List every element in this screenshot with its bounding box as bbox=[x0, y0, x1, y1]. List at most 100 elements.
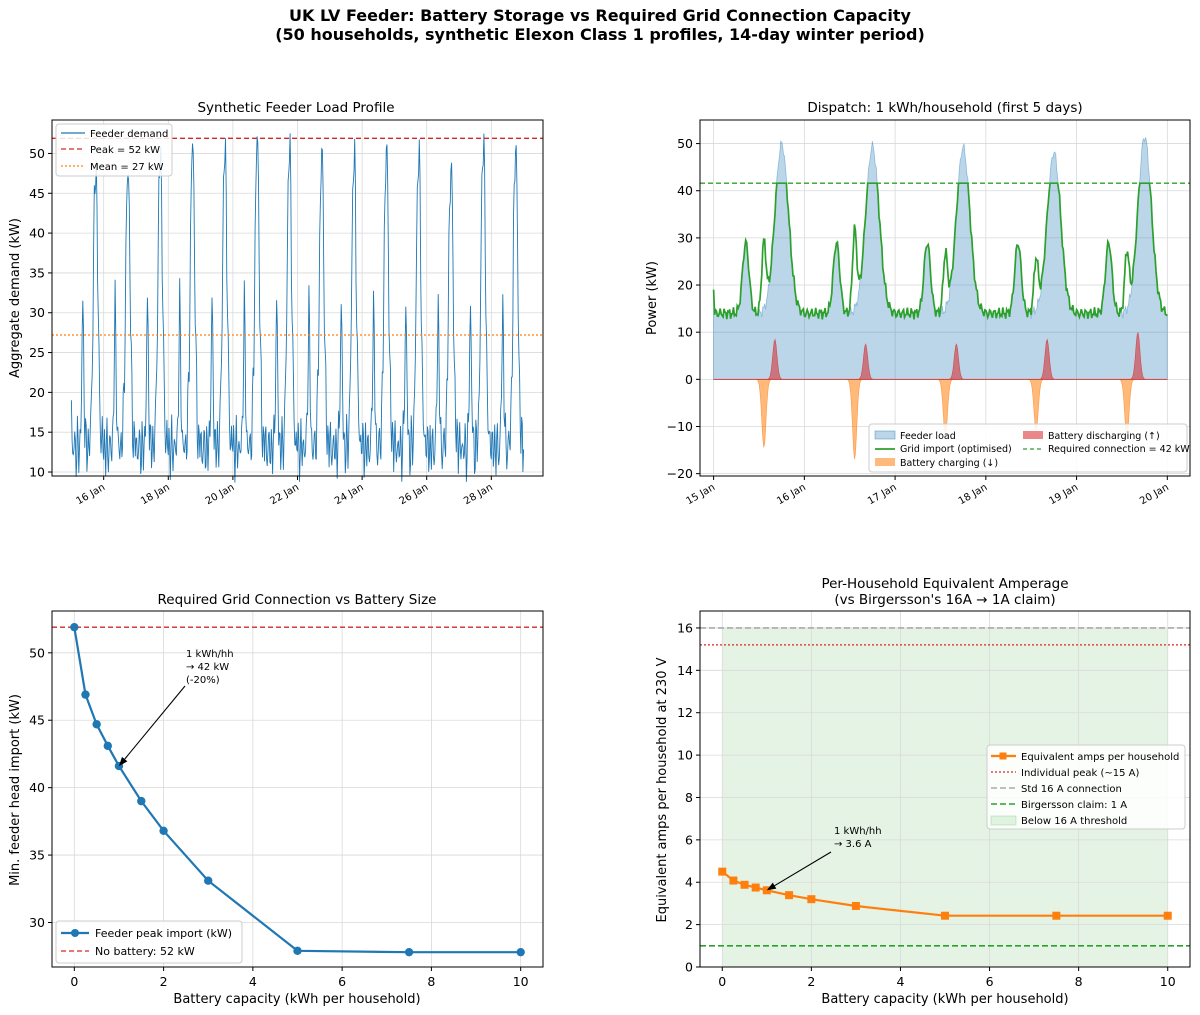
y-tick-label: 20 bbox=[29, 385, 45, 400]
legend-feeder-peak-import: Feeder peak import (kW) bbox=[95, 927, 232, 940]
y-tick-label: 40 bbox=[29, 226, 45, 241]
x-tick-label: 18 Jan bbox=[957, 482, 990, 507]
annotation-arrowhead bbox=[118, 756, 128, 767]
panel-2-x-ticks: 15 Jan 16 Jan 17 Jan 18 Jan 19 Jan 20 Jan bbox=[684, 476, 1171, 507]
series-feeder-peak-import-markers bbox=[70, 622, 525, 957]
y-tick-label: 10 bbox=[677, 748, 693, 763]
panel-3-grid bbox=[52, 611, 543, 967]
y-tick-label: 30 bbox=[29, 305, 45, 320]
panel-3-legend: Feeder peak import (kW) No battery: 52 k… bbox=[55, 920, 243, 964]
y-tick-label: 20 bbox=[677, 278, 693, 293]
series-feeder-load-area bbox=[713, 137, 1168, 380]
y-tick-label: 16 bbox=[677, 620, 693, 635]
x-tick-label: 16 Jan bbox=[775, 482, 808, 507]
y-tick-label: 12 bbox=[677, 705, 693, 720]
y-tick-label: 45 bbox=[29, 186, 45, 201]
x-tick-label: 20 Jan bbox=[1138, 482, 1171, 507]
data-point-feeder-peak-import bbox=[516, 947, 525, 957]
panel-3-annotation: 1 kWh/hh → 42 kW (-20%) bbox=[118, 649, 234, 767]
annotation-arrow bbox=[774, 851, 832, 887]
x-tick-label: 15 Jan bbox=[684, 482, 717, 507]
x-tick-label: 10 bbox=[513, 974, 529, 989]
series-equivalent-amps-markers bbox=[718, 867, 1172, 920]
panel-4-y-label: Equivalent amps per household at 230 V bbox=[655, 657, 670, 922]
data-point-feeder-peak-import bbox=[159, 826, 168, 836]
data-point-equivalent-amps bbox=[807, 895, 816, 904]
y-tick-label: 4 bbox=[685, 875, 693, 890]
panel-1-axes-frame bbox=[51, 119, 544, 477]
panel-amps-per-household: Per-Household Equivalent Amperage (vs Bi… bbox=[655, 576, 1191, 1007]
panel-load-profile: Synthetic Feeder Load Profile 10 15 20 25 30… bbox=[8, 100, 544, 507]
panel-2-y-ticks: −20 −10 0 10 20 30 40 50 bbox=[667, 136, 700, 481]
panel-4-y-ticks: 0 2 4 6 8 10 12 14 16 bbox=[677, 620, 700, 975]
panel-1-legend: Feeder demand Peak = 52 kW Mean = 27 kW bbox=[55, 123, 173, 177]
figure-title-line-1: UK LV Feeder: Battery Storage vs Require… bbox=[289, 6, 911, 25]
panel-4-x-label: Battery capacity (kWh per household) bbox=[821, 992, 1068, 1007]
panel-4-legend: Equivalent amps per household Individual… bbox=[986, 744, 1186, 830]
panel-1-y-ticks: 10 15 20 25 30 35 40 45 50 bbox=[29, 146, 52, 480]
data-point-feeder-peak-import bbox=[404, 947, 414, 957]
figure-title: UK LV Feeder: Battery Storage vs Require… bbox=[0, 6, 1200, 44]
y-tick-label: 35 bbox=[29, 848, 45, 863]
panel-4-annotation: 1 kWh/hh → 3.6 A bbox=[766, 826, 882, 891]
annotation-line-2: → 3.6 A bbox=[834, 839, 872, 850]
x-tick-label: 24 Jan bbox=[333, 482, 366, 507]
panel-3-title: Required Grid Connection vs Battery Size bbox=[158, 592, 437, 608]
y-tick-label: 10 bbox=[29, 465, 45, 480]
panel-3-x-ticks: 0 2 4 6 8 10 bbox=[70, 967, 529, 989]
panel-2-y-label: Power (kW) bbox=[645, 261, 660, 335]
y-tick-label: 40 bbox=[29, 780, 45, 795]
panel-dispatch: Dispatch: 1 kWh/household (first 5 days)… bbox=[645, 100, 1191, 507]
legend-feeder-load: Feeder load bbox=[900, 431, 956, 442]
panel-2-title: Dispatch: 1 kWh/household (first 5 days) bbox=[807, 100, 1082, 116]
y-tick-label: 8 bbox=[685, 790, 693, 805]
data-point-equivalent-amps bbox=[785, 891, 794, 900]
panel-4-title-line-2: (vs Birgersson's 16A → 1A claim) bbox=[834, 592, 1055, 608]
data-point-feeder-peak-import bbox=[137, 796, 146, 806]
y-tick-label: 30 bbox=[677, 230, 693, 245]
x-tick-label: 4 bbox=[249, 974, 257, 989]
annotation-line-1: 1 kWh/hh bbox=[834, 826, 882, 837]
y-tick-label: −20 bbox=[667, 466, 693, 481]
x-tick-label: 6 bbox=[986, 974, 994, 989]
data-point-feeder-peak-import bbox=[293, 946, 302, 956]
legend-std-16a: Std 16 A connection bbox=[1021, 784, 1122, 795]
data-point-equivalent-amps bbox=[851, 901, 860, 910]
legend-required-connection: Required connection = 42 kW bbox=[1048, 444, 1190, 455]
data-point-equivalent-amps bbox=[941, 911, 949, 920]
x-tick-label: 18 Jan bbox=[139, 482, 172, 507]
panel-3-y-label: Min. feeder head import (kW) bbox=[8, 694, 23, 886]
legend-below-16a: Below 16 A threshold bbox=[1021, 816, 1127, 827]
data-point-feeder-peak-import bbox=[103, 741, 112, 751]
annotation-line-3: (-20%) bbox=[186, 675, 220, 686]
series-feeder-demand-line bbox=[70, 133, 525, 483]
data-point-equivalent-amps bbox=[1163, 911, 1172, 920]
y-tick-label: 15 bbox=[29, 425, 45, 440]
data-point-equivalent-amps bbox=[729, 876, 738, 885]
panel-3-x-label: Battery capacity (kWh per household) bbox=[173, 992, 420, 1007]
y-tick-label: 45 bbox=[29, 713, 45, 728]
annotation-arrow bbox=[124, 685, 186, 760]
x-tick-label: 19 Jan bbox=[1047, 482, 1080, 507]
panel-4-title-line-1: Per-Household Equivalent Amperage bbox=[821, 576, 1068, 592]
y-tick-label: 50 bbox=[29, 645, 45, 660]
panel-2-axes-frame bbox=[699, 119, 1191, 477]
data-point-equivalent-amps bbox=[1052, 911, 1061, 920]
y-tick-label: −10 bbox=[667, 419, 693, 434]
data-point-equivalent-amps bbox=[740, 880, 749, 889]
data-point-equivalent-amps bbox=[718, 867, 727, 876]
data-point-feeder-peak-import bbox=[204, 876, 213, 885]
data-point-feeder-peak-import bbox=[81, 690, 90, 699]
x-tick-label: 10 bbox=[1160, 974, 1176, 989]
panel-connection-vs-battery: Required Grid Connection vs Battery Size… bbox=[8, 592, 544, 1007]
legend-birgersson-claim: Birgersson claim: 1 A bbox=[1021, 800, 1127, 811]
x-tick-label: 22 Jan bbox=[268, 482, 301, 507]
legend-no-battery: No battery: 52 kW bbox=[95, 945, 195, 958]
series-grid-import-line bbox=[712, 182, 1168, 321]
x-tick-label: 20 Jan bbox=[204, 482, 237, 507]
x-tick-label: 8 bbox=[1075, 974, 1083, 989]
x-tick-label: 26 Jan bbox=[398, 482, 431, 507]
legend-individual-peak: Individual peak (~15 A) bbox=[1021, 768, 1140, 779]
panel-3-y-ticks: 30 35 40 45 50 bbox=[29, 645, 52, 930]
